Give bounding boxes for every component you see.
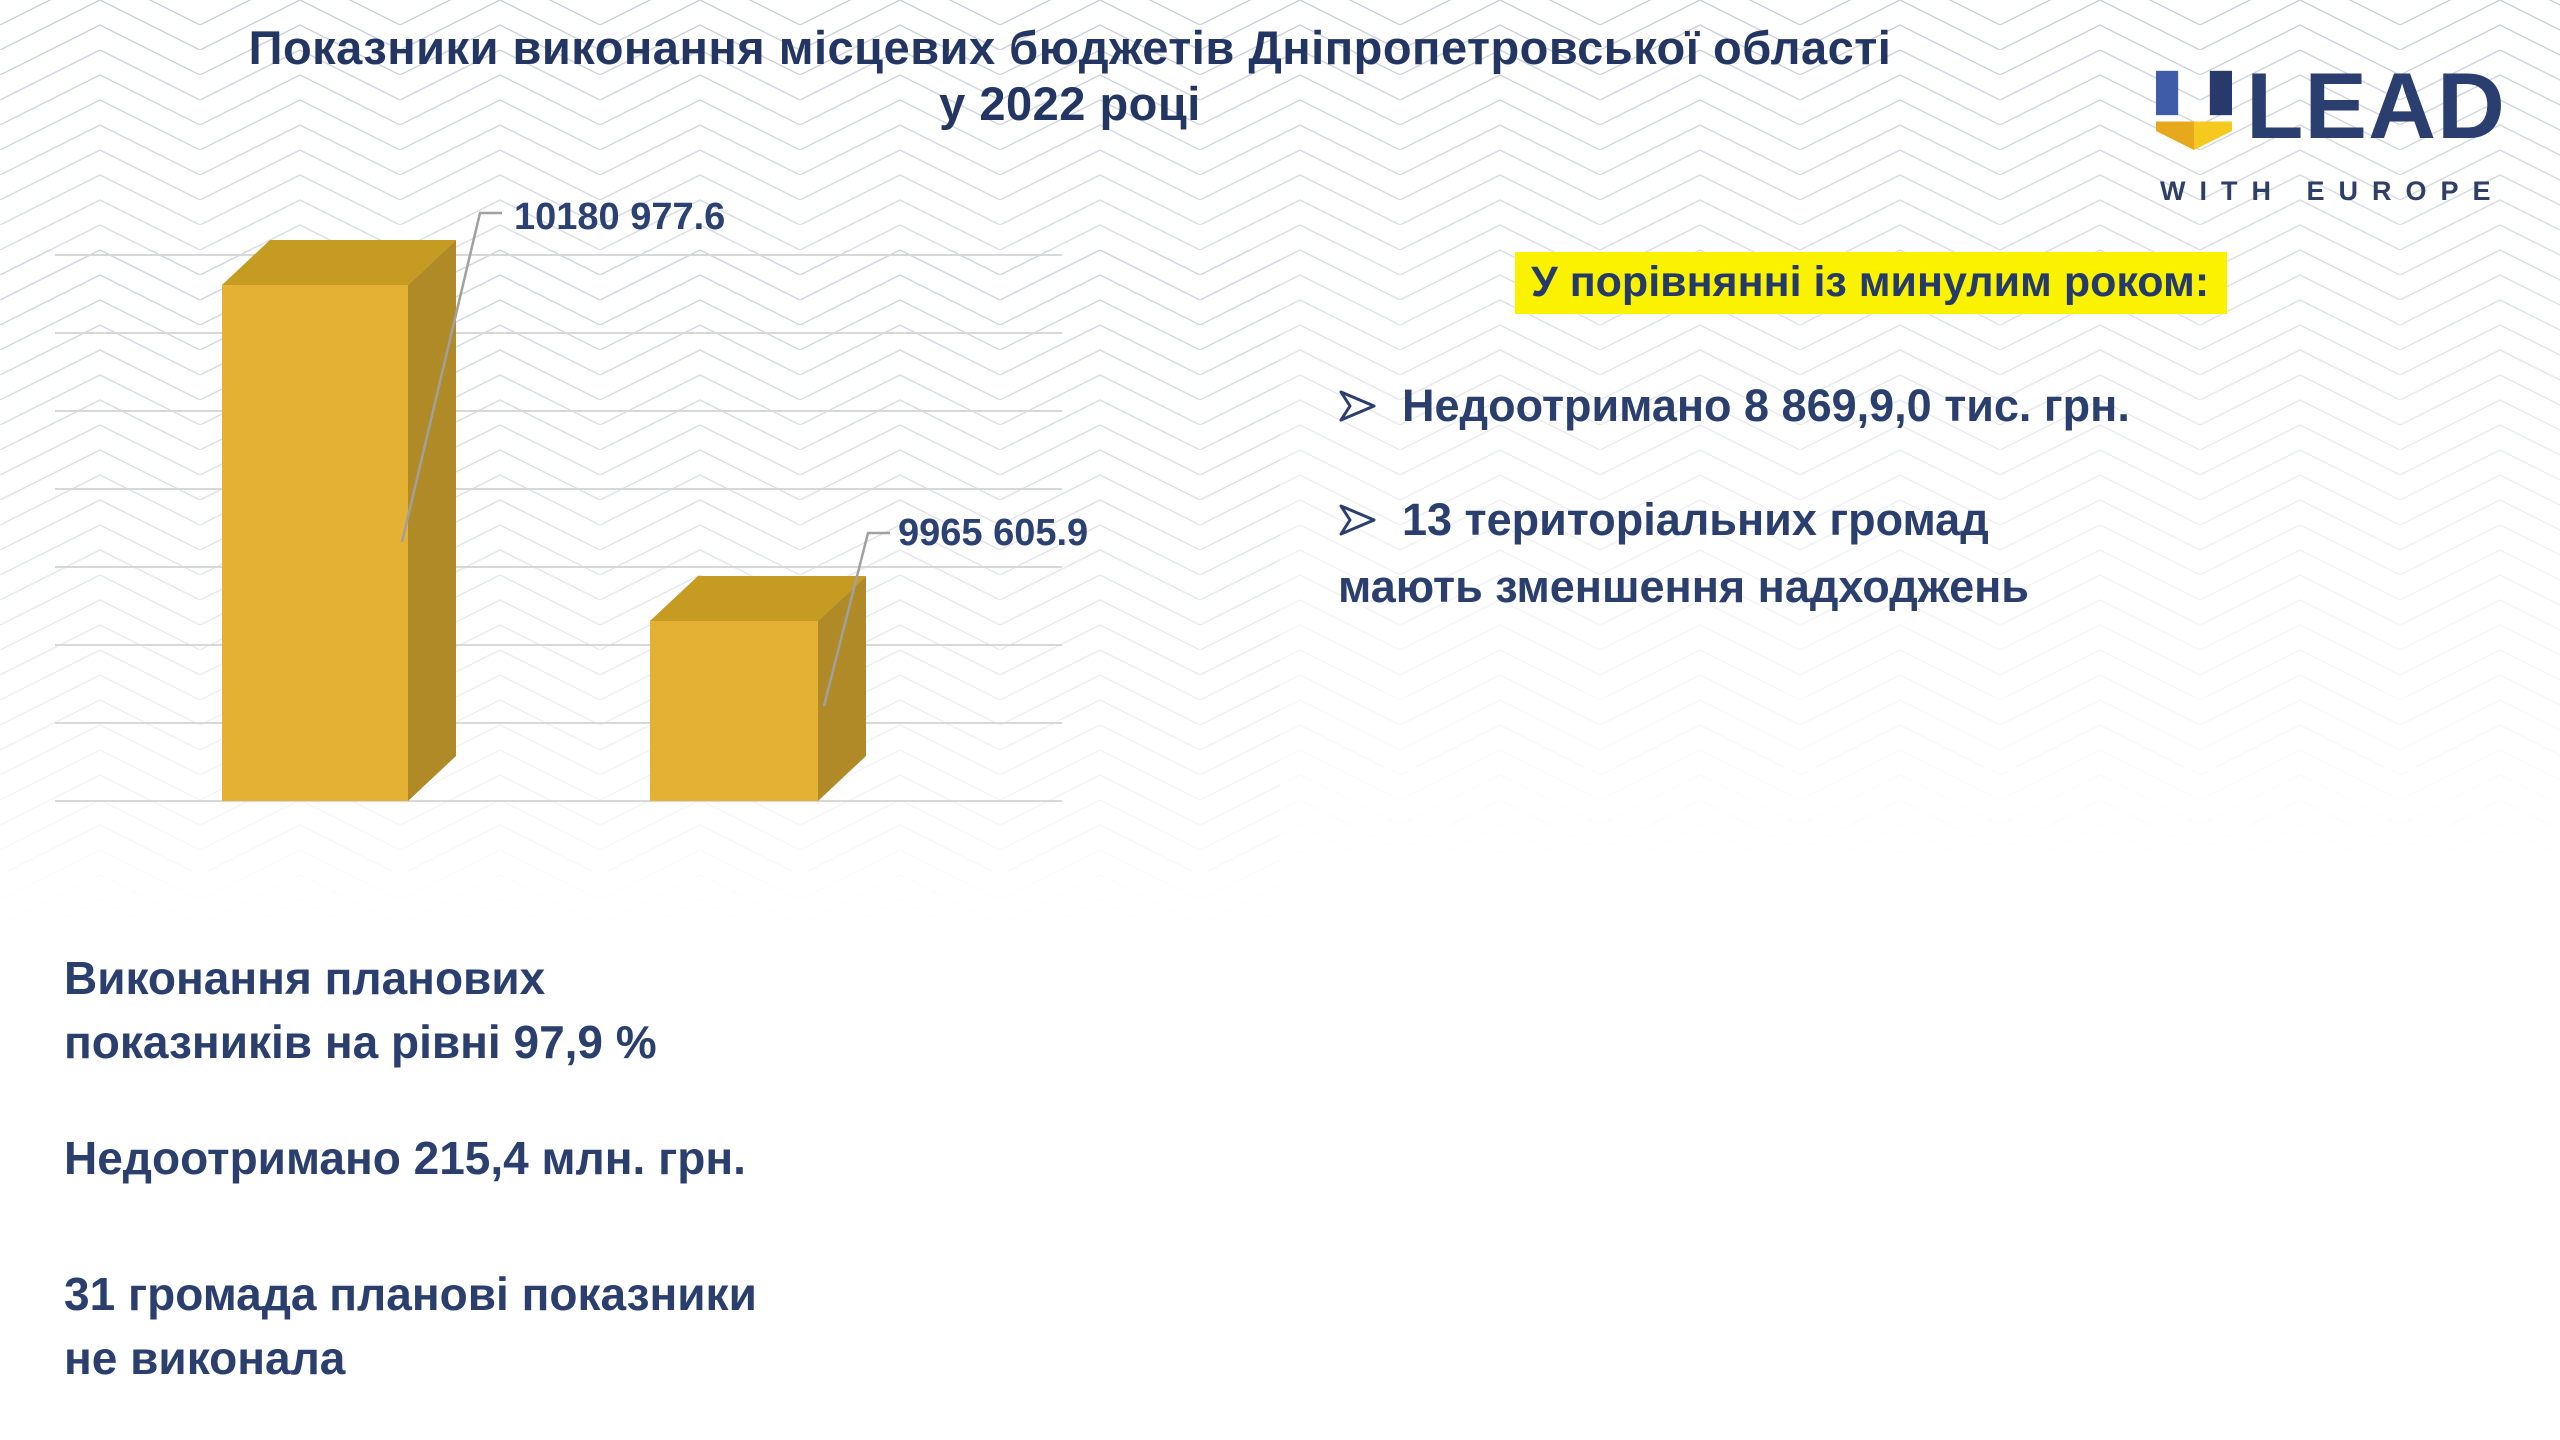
arrow-bullet-icon	[1339, 504, 1376, 536]
summary-p1-line1: Виконання планових	[64, 952, 546, 1004]
title-line1: Показники виконання місцевих бюджетів Дн…	[248, 21, 1892, 74]
bullet2-line2: мають зменшення надходжень	[1338, 561, 2029, 612]
bullet-item-1: Недоотримано 8 869,9,0 тис. грн.	[1338, 380, 2458, 432]
bullet-item-2: 13 територіальних громад мають зменшення…	[1338, 494, 2458, 609]
logo-tagline: WITH EUROPE	[2160, 176, 2505, 206]
title-line2: у 2022 році	[939, 77, 1201, 130]
summary-p1-line2: показників на рівні 97,9 %	[64, 1016, 657, 1068]
summary-p3-line1: 31 громада планові показники	[64, 1268, 757, 1320]
summary-paragraph-2: Недоотримано 215,4 млн. грн.	[64, 1132, 746, 1184]
summary-p3-line2: не виконала	[64, 1332, 346, 1384]
comparison-heading: У порівнянні із минулим роком:	[1515, 252, 2228, 314]
summary-block: Виконання планових показників на рівні 9…	[64, 946, 1164, 1440]
logo-row: LEAD	[2156, 53, 2516, 158]
ulead-u-icon	[2156, 70, 2232, 150]
slide-title: Показники виконання місцевих бюджетів Дн…	[30, 20, 2110, 132]
summary-paragraph-3: 31 громада планові показники не виконала	[64, 1262, 1164, 1390]
arrow-bullet-icon	[1339, 390, 1376, 422]
bullet1-text: Недоотримано 8 869,9,0 тис. грн.	[1402, 380, 2130, 431]
bar-2	[650, 576, 866, 801]
bar2-value-label: 9965 605.9	[898, 512, 1089, 554]
bar-1	[222, 240, 456, 801]
bar1-value-label: 10180 977.6	[514, 196, 726, 238]
ulead-logo: LEAD WITH EUROPE	[2156, 53, 2516, 207]
callout-lines	[400, 211, 890, 707]
bullet2-line1: 13 територіальних громад	[1402, 494, 1989, 545]
logo-wordmark: LEAD	[2246, 53, 2506, 158]
summary-paragraph-1: Виконання планових показників на рівні 9…	[64, 946, 1164, 1074]
